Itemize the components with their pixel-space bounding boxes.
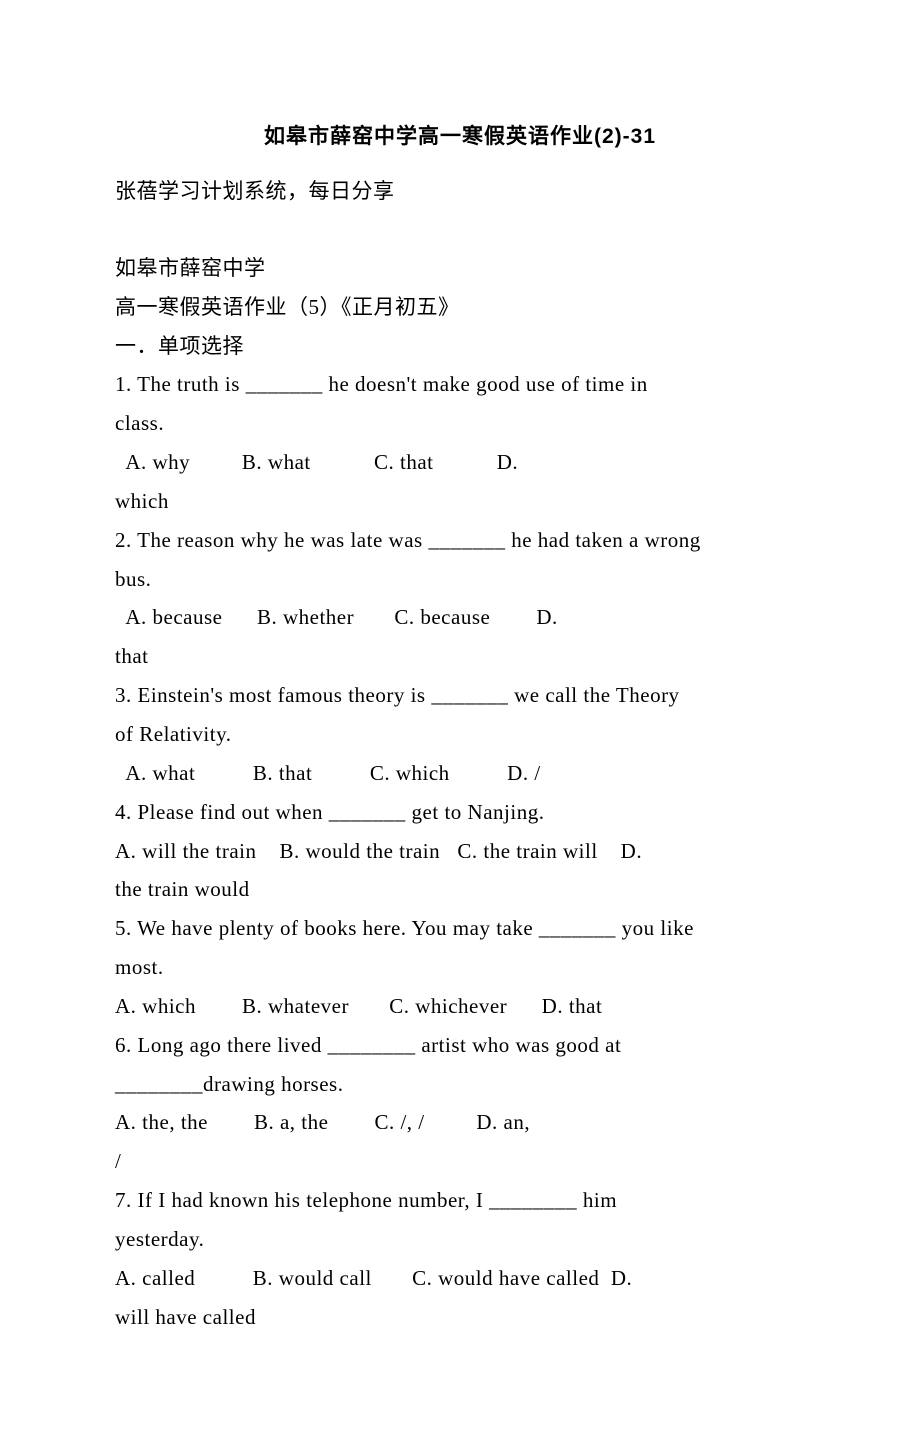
- question-text: of Relativity.: [115, 715, 805, 754]
- question-text: class.: [115, 404, 805, 443]
- spacer: [115, 211, 805, 249]
- question-options: A. will the train B. would the train C. …: [115, 832, 805, 871]
- question-text: 6. Long ago there lived ________ artist …: [115, 1026, 805, 1065]
- question-text: ________drawing horses.: [115, 1065, 805, 1104]
- question-text: bus.: [115, 560, 805, 599]
- question-options: A. what B. that C. which D. /: [115, 754, 805, 793]
- question-options: A. called B. would call C. would have ca…: [115, 1259, 805, 1298]
- question-text: most.: [115, 948, 805, 987]
- question-options: which: [115, 482, 805, 521]
- question-options: A. why B. what C. that D.: [115, 443, 805, 482]
- question-text: 7. If I had known his telephone number, …: [115, 1181, 805, 1220]
- question-text: 2. The reason why he was late was ______…: [115, 521, 805, 560]
- question-text: 4. Please find out when _______ get to N…: [115, 793, 805, 832]
- question-options: A. the, the B. a, the C. /, / D. an,: [115, 1103, 805, 1142]
- document-title: 如皋市薛窑中学高一寒假英语作业(2)-31: [115, 120, 805, 150]
- question-options: that: [115, 637, 805, 676]
- question-options: A. which B. whatever C. whichever D. tha…: [115, 987, 805, 1026]
- questions-container: 1. The truth is _______ he doesn't make …: [115, 365, 805, 1336]
- question-text: 3. Einstein's most famous theory is ____…: [115, 676, 805, 715]
- question-options: /: [115, 1142, 805, 1181]
- subtitle: 张蓓学习计划系统，每日分享: [115, 172, 805, 211]
- question-options: A. because B. whether C. because D.: [115, 598, 805, 637]
- question-text: 5. We have plenty of books here. You may…: [115, 909, 805, 948]
- question-text: 1. The truth is _______ he doesn't make …: [115, 365, 805, 404]
- school-name: 如皋市薛窑中学: [115, 249, 805, 288]
- section-header: 一．单项选择: [115, 327, 805, 366]
- question-options: the train would: [115, 870, 805, 909]
- question-options: will have called: [115, 1298, 805, 1337]
- question-text: yesterday.: [115, 1220, 805, 1259]
- assignment-title: 高一寒假英语作业（5）《正月初五》: [115, 288, 805, 327]
